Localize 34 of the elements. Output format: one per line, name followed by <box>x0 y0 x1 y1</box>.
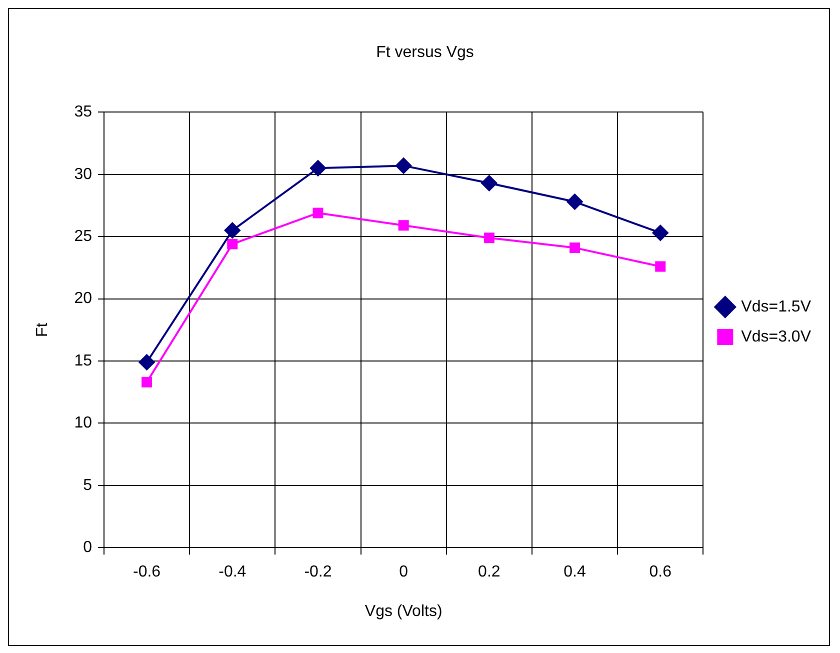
point <box>566 194 583 210</box>
point <box>652 224 668 241</box>
y-axis-title: Ft <box>34 322 52 338</box>
x-axis-title: Vgs (Volts) <box>364 602 442 620</box>
y-tick-label: 15 <box>74 352 92 370</box>
y-tick-label: 10 <box>74 414 92 432</box>
x-tick-label: 0.6 <box>649 564 672 581</box>
x-tick-label: 0 <box>399 564 408 581</box>
y-tick-label: 20 <box>74 290 92 308</box>
point <box>481 175 498 192</box>
point <box>312 208 324 218</box>
y-tick-label: 35 <box>74 104 92 121</box>
x-tick-label: -0.6 <box>133 564 161 581</box>
chart-title: Ft versus Vgs <box>376 44 474 62</box>
point <box>570 242 580 254</box>
point <box>396 158 412 174</box>
x-tick-label: 0.4 <box>564 564 586 581</box>
point <box>138 354 155 370</box>
legend-label: Vds=3.0V <box>741 328 812 346</box>
point <box>655 261 666 272</box>
point <box>227 238 238 250</box>
y-tick-label: 30 <box>74 166 92 183</box>
y-tick-label: 0 <box>83 539 92 556</box>
legend-label: Vds=1.5V <box>741 298 812 316</box>
point <box>224 222 240 238</box>
point <box>142 376 152 388</box>
y-tick-label: 5 <box>83 476 92 494</box>
x-tick-label: -0.4 <box>218 564 246 581</box>
x-tick-label: 0.2 <box>478 564 500 581</box>
y-tick-label: 25 <box>74 228 92 246</box>
point <box>484 232 494 244</box>
point <box>310 160 326 176</box>
point <box>398 220 409 231</box>
x-tick-label: -0.2 <box>304 564 332 581</box>
